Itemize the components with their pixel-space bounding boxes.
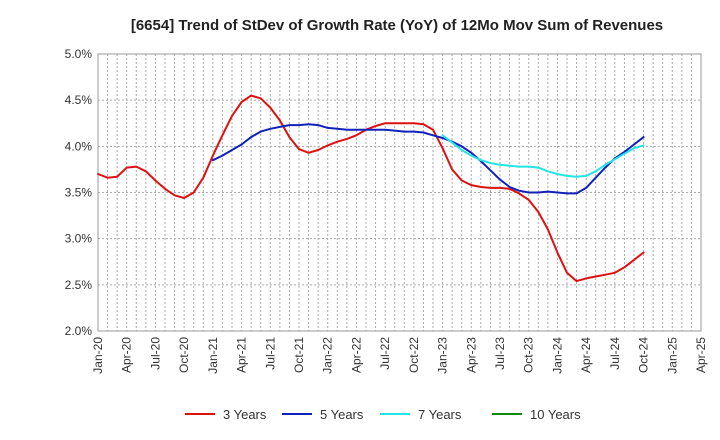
x-tick-label: Jan-23 (436, 337, 450, 374)
y-tick-label: 2.5% (65, 278, 93, 292)
series-line-5-years (211, 123, 645, 195)
plot-frame (97, 53, 702, 332)
x-tick-label: Oct-23 (522, 337, 536, 373)
y-tick-label: 3.0% (65, 232, 93, 246)
x-tick-label: Jul-24 (608, 337, 622, 370)
x-tick-label: Jan-20 (91, 337, 105, 374)
legend: 3 Years 5 Years 7 Years 10 Years (185, 407, 581, 422)
series-line-7-years (441, 134, 645, 178)
x-tick-label: Apr-24 (579, 337, 593, 373)
x-tick-label: Apr-20 (120, 337, 134, 373)
x-tick-label: Jan-24 (550, 337, 564, 374)
x-tick-label: Jul-20 (148, 337, 162, 370)
series-group (97, 94, 645, 283)
legend-label: 10 Years (530, 407, 581, 422)
x-tick-label: Oct-20 (177, 337, 191, 373)
x-tick-label: Oct-21 (292, 337, 306, 373)
chart-title: [6654] Trend of StDev of Growth Rate (Yo… (131, 17, 663, 34)
y-tick-label: 4.0% (65, 139, 93, 153)
x-tick-label: Jul-23 (493, 337, 507, 370)
x-tick-label: Apr-22 (349, 337, 363, 373)
x-tick-label: Jul-21 (263, 337, 277, 370)
legend-label: 5 Years (320, 407, 364, 422)
x-tick-label: Oct-22 (407, 337, 421, 373)
x-tick-label: Oct-24 (637, 337, 651, 373)
grid (98, 54, 701, 331)
x-tick-label: Jan-25 (665, 337, 679, 374)
y-tick-label: 3.5% (65, 186, 93, 200)
legend-label: 7 Years (418, 407, 462, 422)
x-axis: Jan-20 Apr-20 Jul-20 Oct-20 Jan-21 Apr-21 Jul-… (91, 337, 708, 374)
series-line-3-years (97, 94, 645, 283)
y-tick-label: 4.5% (65, 93, 93, 107)
x-tick-label: Jan-21 (206, 337, 220, 374)
y-axis: 2.0% 2.5% 3.0% 3.5% 4.0% 4.5% 5.0% (65, 47, 93, 338)
x-tick-label: Jul-22 (378, 337, 392, 370)
x-tick-label: Apr-21 (235, 337, 249, 373)
legend-label: 3 Years (223, 407, 267, 422)
y-tick-label: 5.0% (65, 47, 93, 61)
x-tick-label: Apr-25 (694, 337, 708, 373)
y-tick-label: 2.0% (65, 324, 93, 338)
x-tick-label: Apr-23 (464, 337, 478, 373)
x-tick-label: Jan-22 (321, 337, 335, 374)
